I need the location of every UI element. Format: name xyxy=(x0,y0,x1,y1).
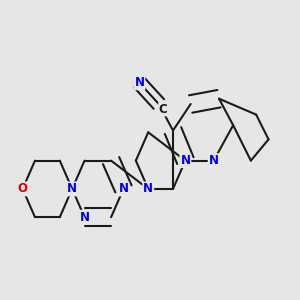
Text: C: C xyxy=(159,103,167,116)
Text: N: N xyxy=(134,76,144,89)
Text: N: N xyxy=(143,182,153,195)
Text: N: N xyxy=(209,154,219,167)
Text: O: O xyxy=(18,182,28,195)
Text: N: N xyxy=(80,211,89,224)
Text: N: N xyxy=(180,154,190,167)
Text: N: N xyxy=(67,182,77,195)
Text: N: N xyxy=(118,182,128,195)
